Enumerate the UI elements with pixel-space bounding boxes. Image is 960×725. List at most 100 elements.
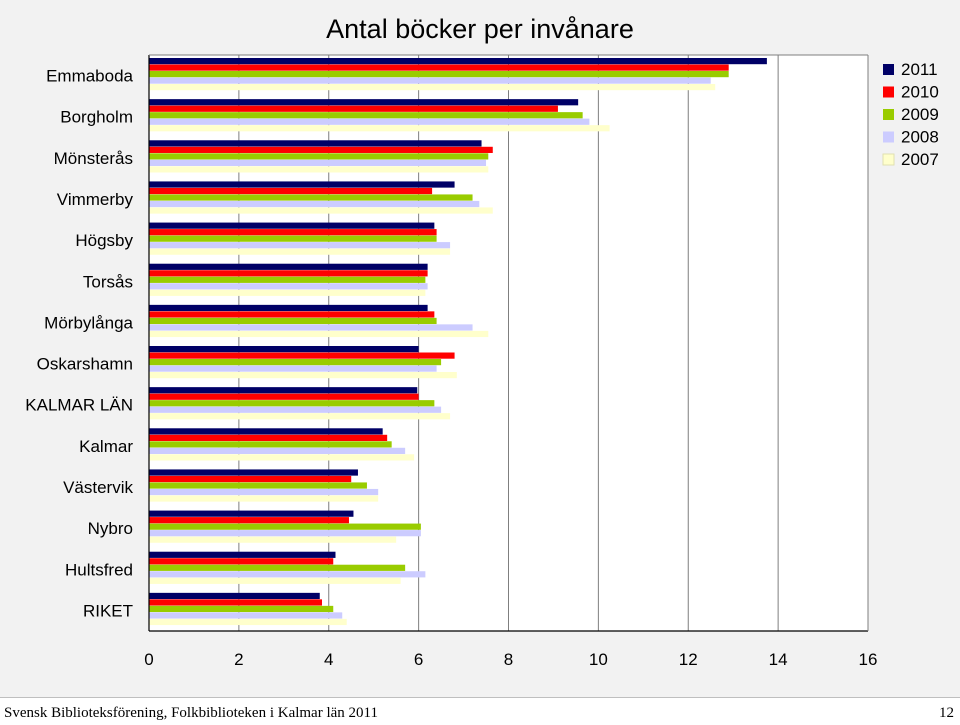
bar [149,372,457,379]
category-label: Vimmerby [57,190,134,209]
category-label: Torsås [83,272,133,291]
bar [149,270,428,277]
category-label: Borgholm [60,108,133,127]
bar [149,146,493,153]
category-label: Nybro [88,519,133,538]
category-label: Emmaboda [46,67,133,86]
bar [149,283,428,290]
bar [149,77,711,84]
bar [149,434,388,441]
bar [149,84,716,91]
bar [149,311,435,318]
footer-divider [0,697,960,698]
page-number: 12 [939,705,954,721]
category-label: Västervik [63,478,133,497]
legend-swatch [883,86,894,98]
bar [149,523,421,530]
bar [149,406,442,413]
legend-swatch [883,109,894,120]
category-label: KALMAR LÄN [25,396,133,415]
x-tick-label: 8 [504,650,513,669]
bar [149,564,406,571]
bar [149,200,480,208]
bar [149,488,379,496]
bar [149,242,451,249]
bar [149,64,729,71]
bar [149,475,352,483]
bar [149,441,392,448]
legend-label: 2010 [901,83,939,102]
bar [149,181,455,188]
bar [149,289,426,296]
bar [149,317,437,325]
chart-title: Antal böcker per invånare [326,14,634,44]
category-label: Oskarshamn [37,355,133,374]
x-tick-label: 16 [859,650,878,669]
bar [149,517,349,524]
x-tick-label: 12 [679,650,698,669]
bar [149,558,334,565]
bar [149,413,451,420]
category-label: Mörbylånga [44,313,133,332]
bar [149,71,729,78]
category-label: Högsby [75,231,133,250]
bar [149,207,493,214]
bar [149,352,455,359]
bar [149,536,397,543]
category-label: Mönsterås [54,149,133,168]
x-tick-label: 14 [769,650,788,669]
bar [149,469,358,476]
bar [149,551,336,558]
legend: 2011 2010 2009 2008 2007 [882,60,939,169]
legend-label: 2009 [901,105,939,124]
bar [149,105,558,112]
legend-label: 2008 [901,128,939,147]
bar [149,447,406,454]
bar [149,58,767,65]
bar [149,276,426,283]
category-label: Kalmar [79,437,133,456]
bar [149,387,418,394]
bar [149,118,590,125]
bar [149,571,426,578]
bar [149,359,442,366]
x-tick-label: 6 [414,650,423,669]
bars [149,58,767,626]
x-tick-label: 0 [144,650,153,669]
legend-label: 2007 [901,150,939,169]
bar [149,140,482,147]
bar [149,577,401,584]
bar [149,612,343,619]
category-label: Hultsfred [65,560,133,579]
category-label: RIKET [83,601,133,620]
bar [149,125,610,132]
bar [149,592,320,600]
legend-swatch [883,131,894,143]
x-tick-label: 10 [589,650,608,669]
bar [149,324,473,331]
bar [149,400,435,407]
bar [149,495,379,502]
bar [149,346,419,353]
bar [149,229,437,236]
bar [149,194,473,201]
x-tick-label: 2 [234,650,243,669]
bar [149,263,428,270]
bar [149,599,323,606]
bar [149,112,583,119]
bar [149,159,487,166]
bar [149,330,489,338]
bar [149,166,489,173]
bar [149,235,437,242]
legend-swatch [883,64,894,75]
axes: 0 2 4 6 8 10 12 14 16 Emmaboda Borgholm Mönsterås Vi… [25,54,878,669]
bar [149,618,347,626]
x-tick-label: 4 [324,650,333,669]
bar [149,510,354,517]
bar [149,454,415,461]
bar [149,365,437,372]
bar [149,304,428,312]
bar [149,153,489,160]
bar [149,222,435,229]
bar [149,248,451,255]
